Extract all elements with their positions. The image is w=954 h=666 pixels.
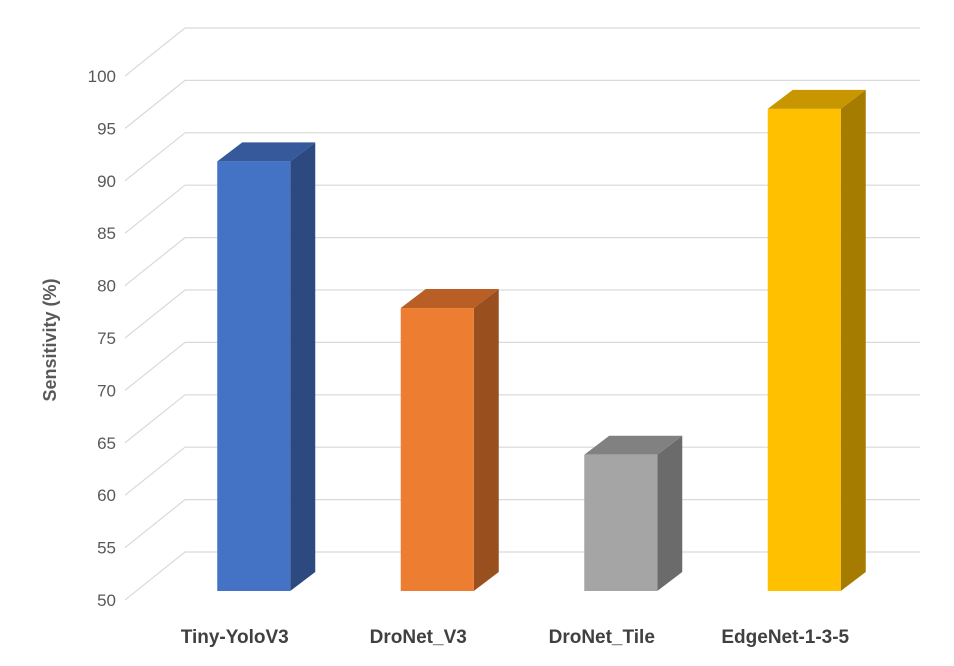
bar-3 [584, 435, 683, 591]
bar-front-face [767, 108, 841, 592]
y-tick-label: 60 [97, 486, 116, 505]
gridline [124, 394, 920, 444]
y-tick-label: 80 [97, 277, 116, 296]
bar-side-face [290, 142, 316, 591]
bar-1 [217, 142, 316, 591]
y-tick-label: 55 [97, 539, 116, 558]
x-category-label: DroNet_V3 [370, 627, 467, 648]
bar-top-face [217, 142, 316, 162]
y-tick-label: 90 [97, 172, 116, 191]
y-tick-label: 65 [97, 434, 116, 453]
bar-side-face [840, 89, 866, 592]
gridline [124, 237, 920, 287]
x-axis-labels: Tiny-YoloV3 DroNet_V3 DroNet_Tile EdgeNet-1… [181, 627, 850, 648]
bar-front-face [584, 454, 658, 591]
bar-side-face [473, 289, 499, 591]
y-tick-label: 100 [88, 67, 116, 86]
y-tick-label: 50 [97, 591, 116, 610]
bar-2 [400, 289, 499, 591]
bar-top-face [767, 89, 866, 109]
y-tick-label: 70 [97, 381, 116, 400]
gridlines [124, 27, 920, 601]
y-axis-title: Sensitivity (%) [40, 278, 60, 401]
bars [217, 89, 866, 592]
y-tick-label: 95 [97, 119, 116, 138]
x-category-label: Tiny-YoloV3 [181, 627, 289, 648]
gridline [124, 289, 920, 339]
y-tick-label: 75 [97, 329, 116, 348]
y-tick-label: 85 [97, 224, 116, 243]
x-category-label: DroNet_Tile [549, 627, 655, 648]
gridline [124, 79, 920, 129]
gridline [124, 132, 920, 182]
gridline [124, 341, 920, 391]
bar-top-face [584, 435, 683, 455]
y-axis-ticks: 50 55 60 65 70 75 80 85 90 95 100 [88, 67, 116, 610]
x-category-label: EdgeNet-1-3-5 [721, 627, 849, 648]
bar-4 [767, 89, 866, 592]
bar-front-face [217, 161, 291, 591]
bar-front-face [400, 308, 474, 591]
bar-top-face [400, 289, 499, 309]
gridline [124, 184, 920, 234]
gridline [124, 27, 920, 77]
bar-side-face [657, 435, 683, 591]
